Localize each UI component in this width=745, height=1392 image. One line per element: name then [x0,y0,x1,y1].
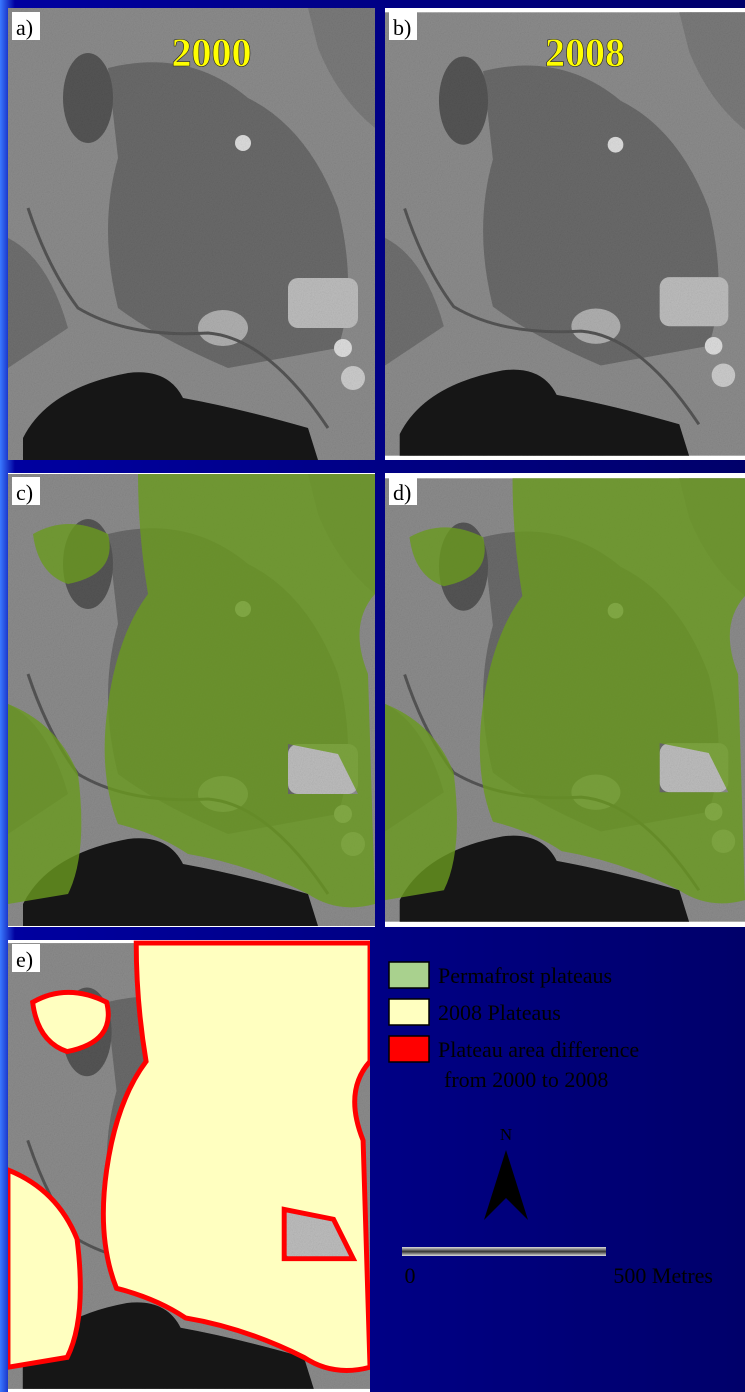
legend-swatch [389,999,429,1025]
legend-swatch [389,1036,429,1062]
year-label: 2000 [172,30,252,75]
scale-line [402,1247,606,1256]
panel-label: a) [16,15,33,40]
panel-label: b) [393,15,411,40]
page: {"panels": [ {"label": "a)", "year": "20… [0,0,745,1392]
image-panel: b) 2008 [385,8,745,460]
scale-start: 0 [405,1263,416,1288]
satellite-image [385,12,745,455]
north-label: N [500,1125,512,1144]
satellite-image [8,8,375,460]
legend-label: Permafrost plateaus [438,963,612,988]
panel-label: c) [16,480,33,505]
image-panel: c) [8,473,375,927]
scale-end: 500 Metres [613,1263,713,1288]
legend-label: 2008 Plateaus [438,1000,561,1025]
image-panel: e) [8,940,370,1392]
legend-label: from 2000 to 2008 [444,1067,608,1092]
image-panel: a) 2000 [8,8,375,460]
figure: Permafrost plateaus 2008 Plateaus Plateau … [0,0,745,1392]
panel-label: d) [393,480,411,505]
legend-label: Plateau area difference [438,1037,639,1062]
year-label: 2008 [545,30,625,75]
panel-label: e) [16,947,33,972]
image-panel: d) [385,473,745,927]
legend-swatch [389,962,429,988]
